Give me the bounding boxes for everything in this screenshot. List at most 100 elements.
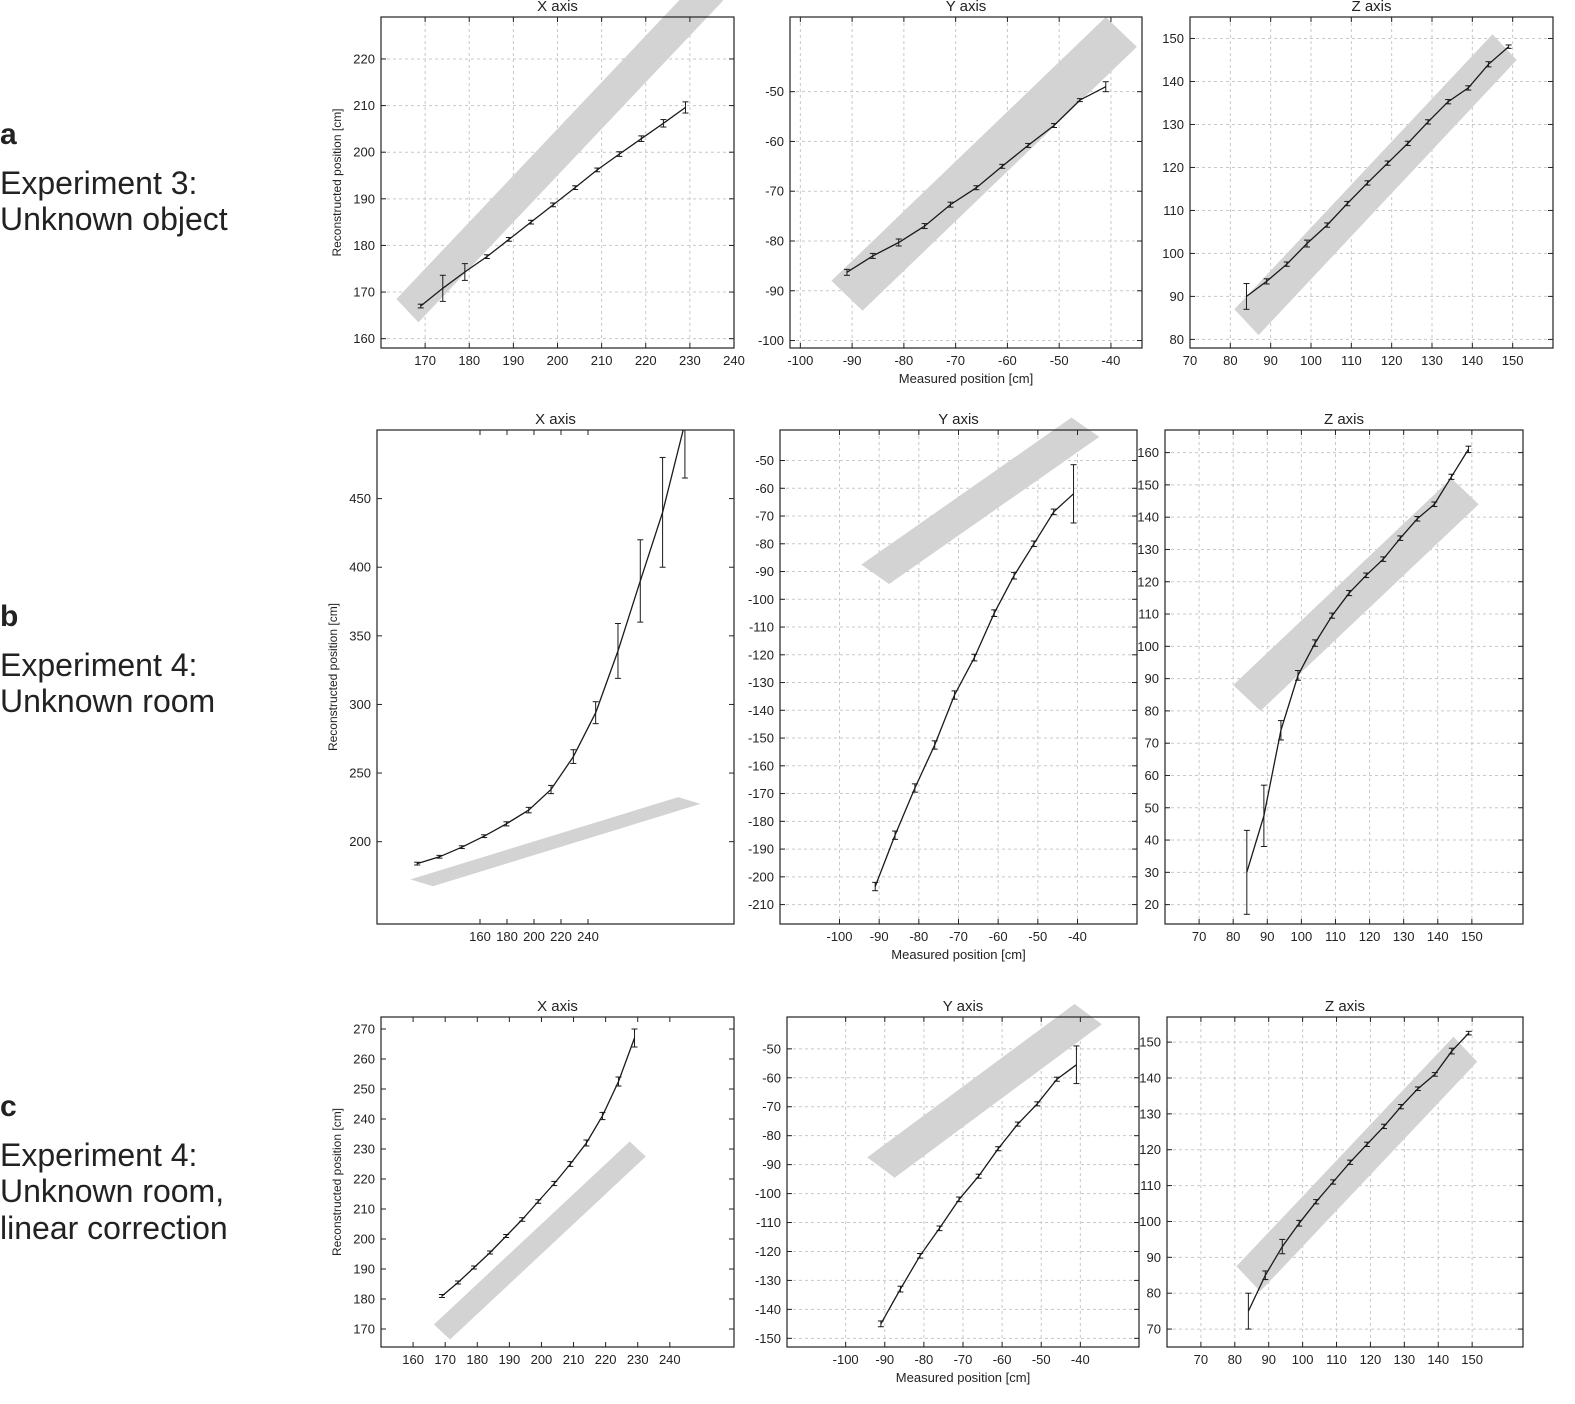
x-tick-label: 130 [1421,353,1443,368]
x-tick-label: -90 [875,1352,894,1367]
x-axis-label: Measured position [cm] [899,371,1033,386]
x-tick-label: 130 [1393,929,1415,944]
y-tick-label: -60 [765,134,784,149]
plot-frame [376,429,735,925]
series-line [1246,46,1510,297]
y-tick-label: -100 [748,592,774,607]
y-tick-label: -130 [748,675,774,690]
y-tick-label: 260 [353,1052,375,1067]
y-tick-label: -150 [755,1331,781,1346]
x-tick-label: 200 [547,353,569,368]
x-tick-label: -50 [1032,1352,1051,1367]
y-tick-label: 90 [1170,289,1184,304]
x-tick-label: 120 [1381,353,1403,368]
x-tick-label: 100 [1292,1352,1314,1367]
y-tick-label: -100 [758,333,784,348]
x-tick-label: -60 [993,1352,1012,1367]
x-tick-label: 200 [523,929,545,944]
x-tick-label: 110 [1326,1352,1347,1367]
y-tick-label: 170 [353,1322,375,1337]
y-tick-label: 150 [1139,1035,1161,1050]
ideal-band [831,17,1137,311]
x-tick-label: -50 [1050,353,1069,368]
x-axis-label: Measured position [cm] [891,947,1025,962]
x-tick-label: -70 [949,929,968,944]
row-label-b: b Experiment 4: Unknown room [0,600,215,720]
y-tick-label: 350 [349,628,371,643]
x-tick-label: 110 [1341,353,1362,368]
series-group [414,430,688,866]
y-tick-label: 100 [1139,1214,1161,1229]
y-tick-label: 90 [1147,1250,1161,1265]
row-label-c: c Experiment 4: Unknown room, linear cor… [0,1090,228,1247]
series-group [1245,1030,1472,1330]
chart-a-y-axis: -100 -90 -80 -70 -60 -50 -40 -100 -90 -80 -70 -60 -5… [758,0,1143,386]
series-line [1247,1032,1470,1312]
y-tick-label: -90 [762,1157,781,1172]
x-tick-label: 150 [1502,353,1524,368]
y-tick-label: 200 [349,834,371,849]
row-letter-b: b [0,600,19,633]
row-letter-a: a [0,118,17,151]
x-tick-label: -70 [946,353,965,368]
chart-title: X axis [535,411,576,428]
ideal-band [861,417,1100,584]
y-tick-label: 170 [353,285,375,300]
row-label-a: a Experiment 3: Unknown object [0,118,228,238]
y-tick-label: 140 [1162,74,1184,89]
y-tick-label: -150 [748,731,774,746]
x-tick-label: 90 [1263,353,1277,368]
series-group [872,464,1077,892]
x-tick-label: 240 [723,353,745,368]
ideal-band [867,1004,1102,1178]
y-tick-label: 60 [1145,768,1159,783]
x-tick-label: 220 [595,1352,617,1367]
y-tick-label: 250 [349,766,371,781]
x-tick-label: 90 [1261,1352,1275,1367]
x-tick-label: -100 [826,929,852,944]
y-tick-label: -100 [755,1186,781,1201]
y-tick-label: 220 [353,1172,375,1187]
x-tick-label: -40 [1102,353,1121,368]
plot-frame [380,1016,735,1348]
x-tick-label: -60 [989,929,1008,944]
x-tick-label: 70 [1183,353,1197,368]
x-tick-label: -90 [870,929,889,944]
chart-title: Z axis [1351,0,1391,15]
ideal-band [1234,34,1517,336]
y-tick-label: 70 [1145,736,1159,751]
y-tick-label: 100 [1162,246,1184,261]
chart-b-x-axis: 160 180 200 220 240 200 250 300 350 400 450 X axis R… [326,411,735,944]
y-tick-label: -90 [755,564,774,579]
y-tick-label: -140 [755,1302,781,1317]
x-tick-label: 110 [1325,929,1346,944]
chart-title: Y axis [938,411,979,428]
y-tick-label: -50 [765,84,784,99]
x-tick-label: 210 [591,353,613,368]
y-axis-label: Reconstructed position [cm] [326,603,340,751]
x-tick-label: 140 [1427,929,1449,944]
chart-title: X axis [537,0,578,15]
y-tick-label: 150 [1137,477,1159,492]
x-tick-label: 180 [458,353,480,368]
y-tick-label: 30 [1145,865,1159,880]
y-tick-label: -50 [755,453,774,468]
x-tick-label: 230 [627,1352,649,1367]
x-tick-label: 90 [1260,929,1274,944]
y-tick-label: 110 [1140,1178,1161,1193]
series-group [843,81,1109,276]
y-tick-label: 80 [1145,703,1159,718]
y-tick-label: 80 [1170,332,1184,347]
y-tick-label: -60 [762,1070,781,1085]
x-tick-label: 200 [531,1352,553,1367]
y-tick-label: 80 [1147,1286,1161,1301]
series-line [417,430,684,865]
y-tick-label: 130 [1162,117,1184,132]
x-tick-label: 220 [635,353,657,368]
row-description-c: Experiment 4: Unknown room, linear corre… [0,1136,228,1247]
row-description-b: Experiment 4: Unknown room [0,646,216,720]
y-tick-label: 150 [1162,31,1184,46]
y-tick-label: 220 [353,51,375,66]
ideal-band [433,1141,646,1340]
x-axis-label: Measured position [cm] [896,1370,1030,1385]
